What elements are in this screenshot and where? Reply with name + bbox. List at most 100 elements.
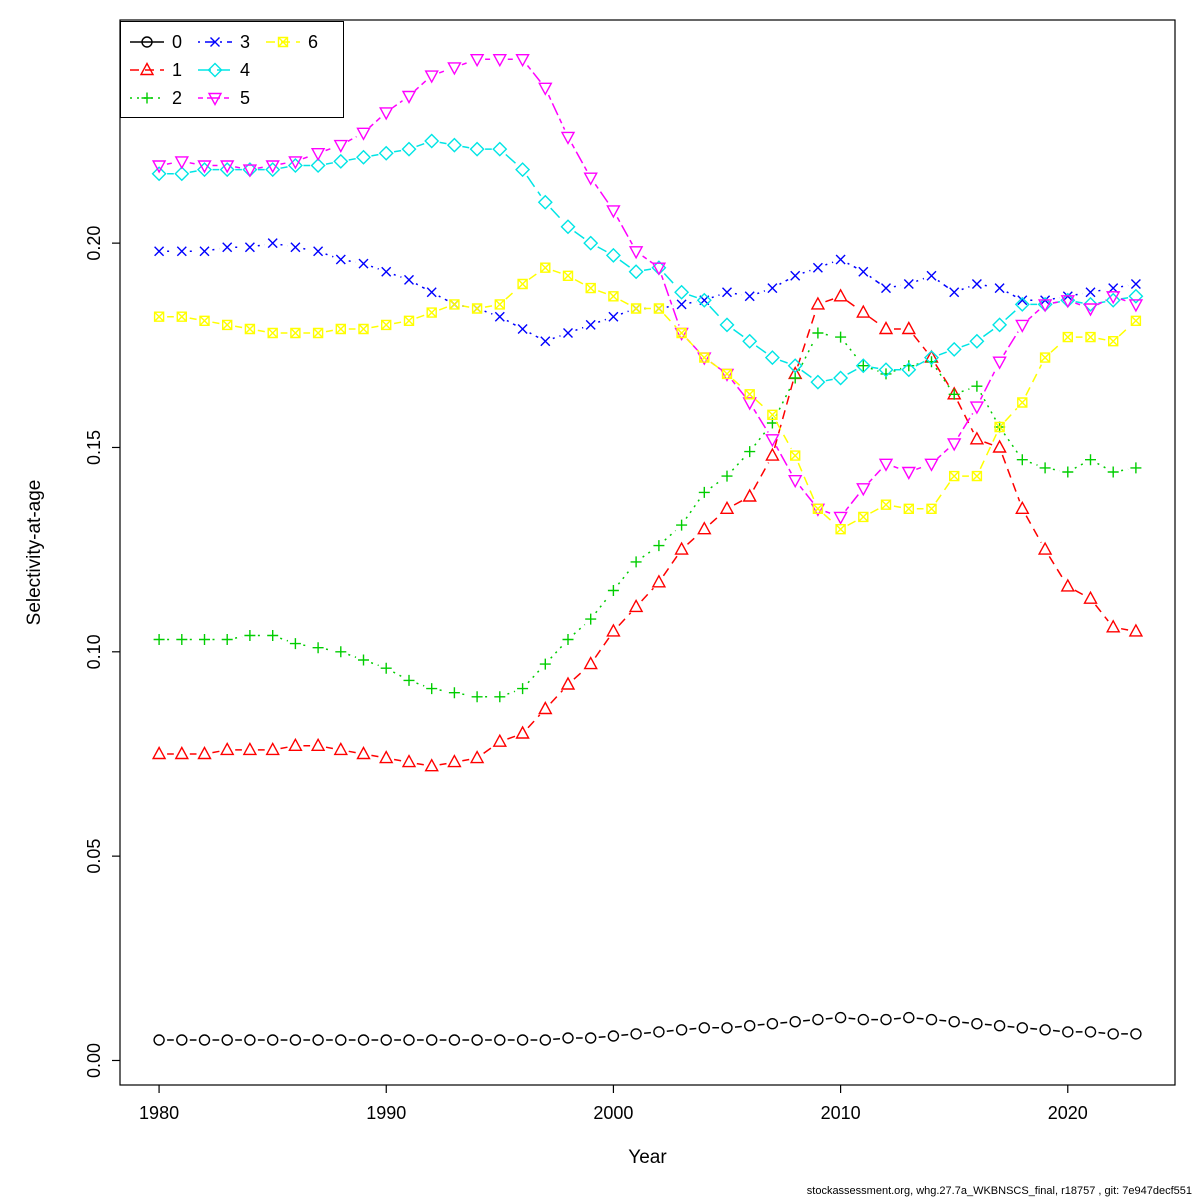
triangle-down-marker [1015,319,1030,333]
square-x-marker [1017,397,1028,408]
circle-marker [698,1022,710,1034]
plus-marker [1016,454,1028,466]
x-marker [585,319,596,330]
triangle-up-marker [697,521,712,535]
circle-marker [857,1013,869,1026]
plus-marker [653,540,665,552]
plus-marker [244,630,256,641]
y-tick-label: 0.05 [84,839,104,874]
circle-marker [380,1034,392,1046]
x-marker [335,254,346,265]
plus-marker [585,613,597,625]
triangle-down-marker [515,54,530,68]
x-marker [244,242,255,253]
series-2-markers [153,327,1142,703]
x-marker [1130,279,1141,289]
diamond-marker [560,219,576,235]
x-marker [926,270,937,281]
circle-marker [675,1024,688,1036]
x-marker [994,283,1005,294]
diamond-marker [878,362,894,378]
triangle-down-marker [992,356,1007,370]
triangle-down-marker [207,92,223,106]
circle-marker [176,1034,188,1046]
legend-item-2: 2 [130,88,182,108]
circle-marker [1107,1028,1119,1040]
legend-label: 5 [240,88,250,108]
legend-box [120,21,344,118]
series-3-markers [154,238,1141,347]
x-marker [404,274,414,285]
series-5-line [166,58,1129,515]
circle-marker [562,1032,574,1044]
plus-marker [380,662,392,674]
circle-marker [880,1013,892,1026]
x-marker [313,246,324,257]
series-4 [151,133,1144,390]
diamond-marker [833,370,849,386]
legend-label: 2 [172,88,182,108]
footer-attribution: stockassessment.org, whg.27.7a_WKBNSCS_f… [807,1185,1192,1197]
plus-marker [141,92,153,104]
circle-marker [789,1016,801,1028]
series-1-line [167,298,1129,766]
square-x-marker [1130,315,1142,326]
circle-marker [834,1011,847,1024]
series-5-markers [151,54,1144,525]
plus-marker [471,691,483,703]
diamond-marker [197,162,212,178]
diamond-marker [605,247,621,263]
triangle-down-marker [583,172,598,186]
series-6 [153,262,1142,535]
triangle-down-marker [310,148,326,162]
square-x-marker [449,299,460,310]
diamond-marker [901,362,917,378]
y-axis: 0.00 0.05 0.10 0.15 0.20 [84,226,120,1078]
y-tick-label: 0.00 [84,1043,104,1078]
plus-marker [403,674,415,686]
square-x-marker [653,303,665,314]
circle-marker [471,1034,483,1046]
triangle-down-marker [765,434,780,448]
square-x-marker [699,352,710,363]
x-marker [290,242,301,253]
plot-border [119,19,1176,1086]
circle-marker [766,1018,779,1030]
square-x-marker [676,327,687,339]
series-1-markers [151,288,1144,772]
square-x-marker [608,291,619,302]
square-x-marker [1108,336,1119,347]
triangle-down-marker [878,458,894,472]
diamond-marker [515,162,531,178]
plus-marker [517,683,529,695]
diamond-marker [333,153,349,169]
plus-marker [312,642,324,654]
circle-marker [1130,1028,1142,1040]
series-3-line [167,243,1129,340]
triangle-up-marker [310,737,326,751]
square-x-marker [381,319,392,331]
square-x-marker [267,327,278,339]
triangle-up-marker [1037,541,1053,555]
triangle-down-marker [742,397,757,411]
diamond-marker [310,158,326,173]
square-x-marker [903,503,914,514]
triangle-down-marker [1128,299,1144,313]
diamond-marker [537,194,553,210]
plus-marker [1062,466,1074,478]
triangle-up-marker [810,296,826,310]
triangle-up-marker [878,321,894,335]
square-x-marker [494,299,505,310]
triangle-up-marker [651,574,667,588]
x-marker [494,311,505,322]
diamond-marker [469,141,485,157]
plus-marker [335,646,347,658]
square-x-marker [403,315,415,326]
diamond-marker [924,350,939,366]
diamond-marker [696,292,712,308]
triangle-up-marker [379,750,394,764]
legend-label: 0 [172,32,182,52]
circle-marker [721,1022,733,1034]
circle-marker [1084,1026,1097,1038]
plus-marker [857,360,869,372]
